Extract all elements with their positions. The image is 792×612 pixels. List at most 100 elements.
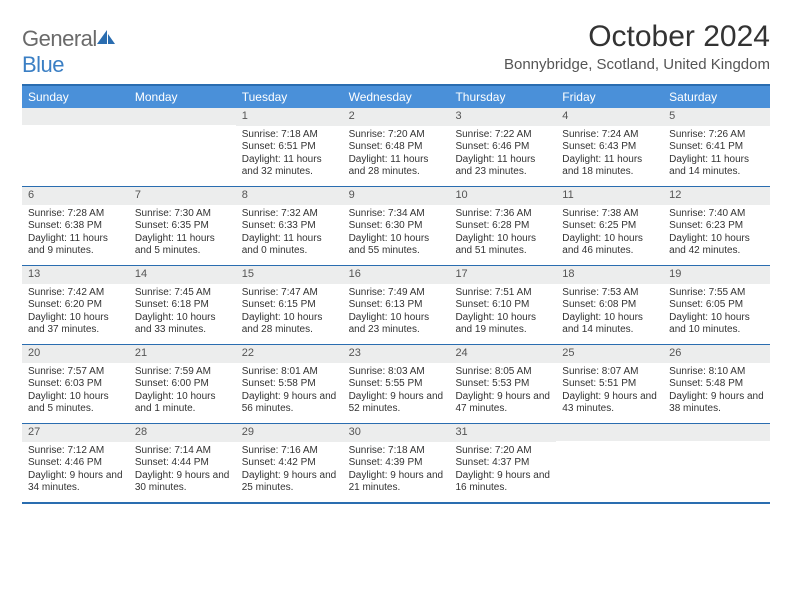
day-number — [663, 424, 770, 441]
calendar-day-empty — [22, 108, 129, 186]
sunset-line: Sunset: 4:39 PM — [349, 457, 444, 470]
day-number: 10 — [449, 187, 556, 205]
calendar-day: 31Sunrise: 7:20 AMSunset: 4:37 PMDayligh… — [449, 424, 556, 502]
calendar-day: 10Sunrise: 7:36 AMSunset: 6:28 PMDayligh… — [449, 187, 556, 265]
calendar-day: 19Sunrise: 7:55 AMSunset: 6:05 PMDayligh… — [663, 266, 770, 344]
logo-sail-icon — [95, 26, 117, 44]
sunset-line: Sunset: 6:43 PM — [562, 141, 657, 154]
sunset-line: Sunset: 6:28 PM — [455, 220, 550, 233]
daylight-line: Daylight: 10 hours and 19 minutes. — [455, 312, 550, 337]
sunset-line: Sunset: 6:46 PM — [455, 141, 550, 154]
calendar-day: 18Sunrise: 7:53 AMSunset: 6:08 PMDayligh… — [556, 266, 663, 344]
sunrise-line: Sunrise: 8:07 AM — [562, 366, 657, 379]
sunset-line: Sunset: 6:51 PM — [242, 141, 337, 154]
day-number: 30 — [343, 424, 450, 442]
calendar-day: 26Sunrise: 8:10 AMSunset: 5:48 PMDayligh… — [663, 345, 770, 423]
sunset-line: Sunset: 6:03 PM — [28, 378, 123, 391]
sunrise-line: Sunrise: 7:51 AM — [455, 287, 550, 300]
day-body: Sunrise: 7:24 AMSunset: 6:43 PMDaylight:… — [556, 126, 663, 183]
sunrise-line: Sunrise: 8:10 AM — [669, 366, 764, 379]
calendar-week: 20Sunrise: 7:57 AMSunset: 6:03 PMDayligh… — [22, 345, 770, 424]
sunset-line: Sunset: 5:48 PM — [669, 378, 764, 391]
daylight-line: Daylight: 11 hours and 28 minutes. — [349, 154, 444, 179]
calendar-day: 13Sunrise: 7:42 AMSunset: 6:20 PMDayligh… — [22, 266, 129, 344]
day-body: Sunrise: 7:42 AMSunset: 6:20 PMDaylight:… — [22, 284, 129, 341]
sunrise-line: Sunrise: 7:20 AM — [455, 445, 550, 458]
calendar-day: 4Sunrise: 7:24 AMSunset: 6:43 PMDaylight… — [556, 108, 663, 186]
day-body: Sunrise: 7:22 AMSunset: 6:46 PMDaylight:… — [449, 126, 556, 183]
calendar-day-empty — [556, 424, 663, 502]
day-number: 9 — [343, 187, 450, 205]
daylight-line: Daylight: 9 hours and 43 minutes. — [562, 391, 657, 416]
title-block: October 2024 Bonnybridge, Scotland, Unit… — [504, 20, 770, 77]
day-number: 20 — [22, 345, 129, 363]
day-number: 7 — [129, 187, 236, 205]
sunset-line: Sunset: 5:58 PM — [242, 378, 337, 391]
daylight-line: Daylight: 10 hours and 10 minutes. — [669, 312, 764, 337]
sunset-line: Sunset: 6:41 PM — [669, 141, 764, 154]
calendar-day: 25Sunrise: 8:07 AMSunset: 5:51 PMDayligh… — [556, 345, 663, 423]
month-title: October 2024 — [504, 20, 770, 54]
day-number — [129, 108, 236, 125]
calendar: SundayMondayTuesdayWednesdayThursdayFrid… — [22, 84, 770, 504]
calendar-day-empty — [663, 424, 770, 502]
calendar-day: 24Sunrise: 8:05 AMSunset: 5:53 PMDayligh… — [449, 345, 556, 423]
calendar-day: 27Sunrise: 7:12 AMSunset: 4:46 PMDayligh… — [22, 424, 129, 502]
sunset-line: Sunset: 6:10 PM — [455, 299, 550, 312]
day-number: 2 — [343, 108, 450, 126]
day-number: 14 — [129, 266, 236, 284]
sunset-line: Sunset: 6:05 PM — [669, 299, 764, 312]
calendar-day: 20Sunrise: 7:57 AMSunset: 6:03 PMDayligh… — [22, 345, 129, 423]
weekday-header: Saturday — [663, 86, 770, 108]
sunset-line: Sunset: 6:20 PM — [28, 299, 123, 312]
daylight-line: Daylight: 9 hours and 52 minutes. — [349, 391, 444, 416]
daylight-line: Daylight: 10 hours and 51 minutes. — [455, 233, 550, 258]
day-number: 15 — [236, 266, 343, 284]
calendar-week: 6Sunrise: 7:28 AMSunset: 6:38 PMDaylight… — [22, 187, 770, 266]
calendar-day: 16Sunrise: 7:49 AMSunset: 6:13 PMDayligh… — [343, 266, 450, 344]
weekday-header: Friday — [556, 86, 663, 108]
sunset-line: Sunset: 4:44 PM — [135, 457, 230, 470]
daylight-line: Daylight: 10 hours and 23 minutes. — [349, 312, 444, 337]
calendar-day: 14Sunrise: 7:45 AMSunset: 6:18 PMDayligh… — [129, 266, 236, 344]
day-number: 24 — [449, 345, 556, 363]
sunset-line: Sunset: 6:30 PM — [349, 220, 444, 233]
sunrise-line: Sunrise: 7:26 AM — [669, 129, 764, 142]
day-number — [22, 108, 129, 125]
logo-text-blue: Blue — [22, 52, 64, 77]
day-number: 21 — [129, 345, 236, 363]
sunrise-line: Sunrise: 7:38 AM — [562, 208, 657, 221]
sunrise-line: Sunrise: 8:05 AM — [455, 366, 550, 379]
sunset-line: Sunset: 6:08 PM — [562, 299, 657, 312]
day-body: Sunrise: 7:53 AMSunset: 6:08 PMDaylight:… — [556, 284, 663, 341]
day-number: 31 — [449, 424, 556, 442]
calendar-week: 1Sunrise: 7:18 AMSunset: 6:51 PMDaylight… — [22, 108, 770, 187]
calendar-day: 5Sunrise: 7:26 AMSunset: 6:41 PMDaylight… — [663, 108, 770, 186]
weekday-row: SundayMondayTuesdayWednesdayThursdayFrid… — [22, 86, 770, 108]
daylight-line: Daylight: 9 hours and 56 minutes. — [242, 391, 337, 416]
day-body: Sunrise: 7:55 AMSunset: 6:05 PMDaylight:… — [663, 284, 770, 341]
day-body: Sunrise: 8:03 AMSunset: 5:55 PMDaylight:… — [343, 363, 450, 420]
sunset-line: Sunset: 6:18 PM — [135, 299, 230, 312]
weekday-header: Sunday — [22, 86, 129, 108]
day-body: Sunrise: 7:38 AMSunset: 6:25 PMDaylight:… — [556, 205, 663, 262]
sunrise-line: Sunrise: 7:47 AM — [242, 287, 337, 300]
day-body: Sunrise: 7:49 AMSunset: 6:13 PMDaylight:… — [343, 284, 450, 341]
sunset-line: Sunset: 6:00 PM — [135, 378, 230, 391]
day-body: Sunrise: 8:07 AMSunset: 5:51 PMDaylight:… — [556, 363, 663, 420]
daylight-line: Daylight: 10 hours and 33 minutes. — [135, 312, 230, 337]
sunrise-line: Sunrise: 7:59 AM — [135, 366, 230, 379]
day-number: 4 — [556, 108, 663, 126]
sunset-line: Sunset: 4:37 PM — [455, 457, 550, 470]
day-body: Sunrise: 7:28 AMSunset: 6:38 PMDaylight:… — [22, 205, 129, 262]
location: Bonnybridge, Scotland, United Kingdom — [504, 56, 770, 73]
daylight-line: Daylight: 9 hours and 30 minutes. — [135, 470, 230, 495]
daylight-line: Daylight: 9 hours and 38 minutes. — [669, 391, 764, 416]
day-number: 17 — [449, 266, 556, 284]
day-number: 5 — [663, 108, 770, 126]
calendar-week: 27Sunrise: 7:12 AMSunset: 4:46 PMDayligh… — [22, 424, 770, 502]
weekday-header: Thursday — [449, 86, 556, 108]
day-body: Sunrise: 7:30 AMSunset: 6:35 PMDaylight:… — [129, 205, 236, 262]
sunrise-line: Sunrise: 7:40 AM — [669, 208, 764, 221]
sunrise-line: Sunrise: 7:55 AM — [669, 287, 764, 300]
